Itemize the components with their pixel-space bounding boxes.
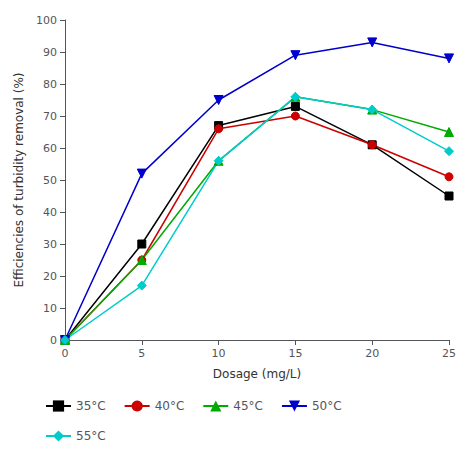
svg-text:10: 10 [43,302,57,315]
svg-text:30: 30 [43,238,57,251]
svg-text:70: 70 [43,110,57,123]
svg-text:40: 40 [43,206,57,219]
svg-text:20: 20 [43,270,57,283]
svg-text:10: 10 [212,347,226,360]
svg-text:0: 0 [62,347,69,360]
svg-text:55°C: 55°C [76,429,106,443]
svg-text:45°C: 45°C [233,399,263,413]
svg-text:15: 15 [288,347,302,360]
svg-text:Dosage (mg/L): Dosage (mg/L) [213,367,301,381]
svg-text:90: 90 [43,46,57,59]
svg-text:0: 0 [50,334,57,347]
svg-text:40°C: 40°C [155,399,185,413]
svg-text:20: 20 [365,347,379,360]
svg-text:5: 5 [138,347,145,360]
svg-text:100: 100 [36,14,57,27]
svg-text:50: 50 [43,174,57,187]
svg-text:35°C: 35°C [76,399,106,413]
svg-text:80: 80 [43,78,57,91]
svg-text:60: 60 [43,142,57,155]
svg-text:25: 25 [442,347,456,360]
svg-text:50°C: 50°C [312,399,342,413]
svg-text:Efficiencies of turbidity remo: Efficiencies of turbidity removal (%) [12,72,26,287]
